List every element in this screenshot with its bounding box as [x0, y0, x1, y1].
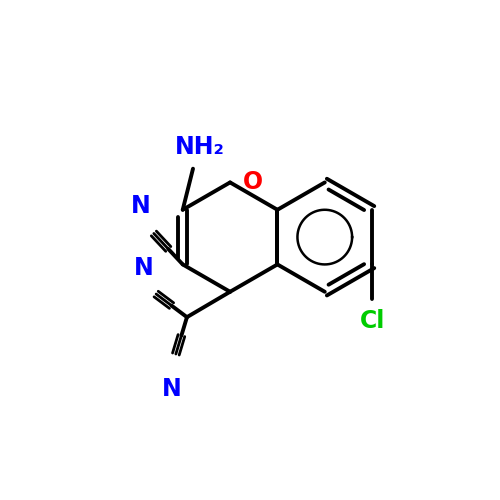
Text: N: N [131, 194, 150, 218]
Text: O: O [242, 170, 262, 194]
Text: N: N [162, 376, 182, 400]
Text: N: N [134, 256, 154, 280]
Text: NH₂: NH₂ [175, 135, 225, 159]
Text: Cl: Cl [360, 308, 385, 332]
